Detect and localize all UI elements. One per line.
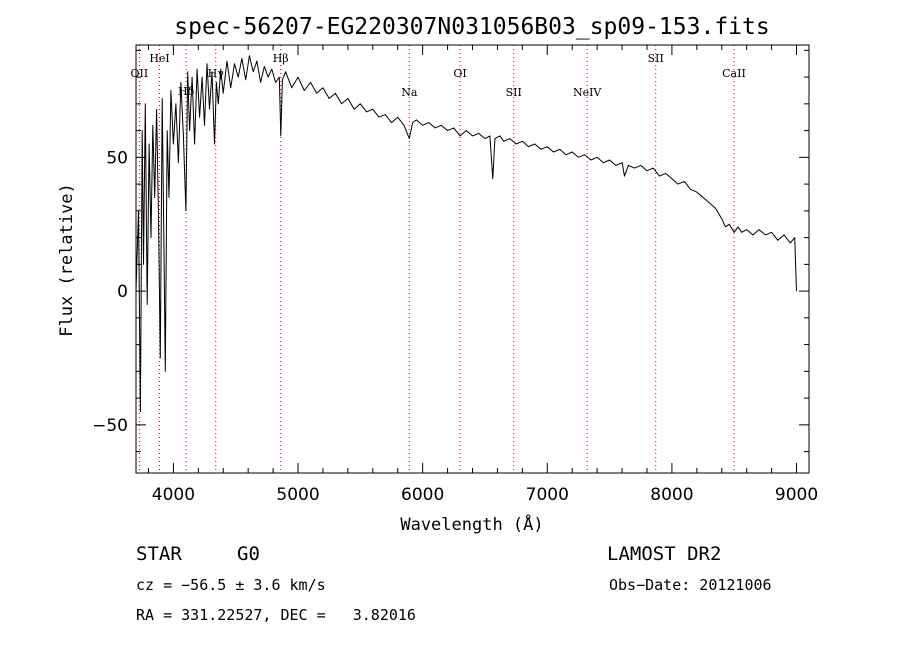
marker-label-1: HeI: [149, 52, 169, 65]
marker-label-5: Na: [401, 86, 418, 99]
marker-label-7: SII: [506, 86, 522, 99]
spectrum-line: [135, 55, 797, 412]
observation-date: Obs−Date: 20121006: [609, 576, 772, 594]
x-tick-label: 7000: [526, 485, 569, 505]
y-tick-label: −50: [92, 416, 128, 436]
marker-label-0: OII: [131, 67, 149, 80]
marker-label-10: CaII: [722, 67, 746, 80]
x-tick-label: 6000: [401, 485, 444, 505]
survey-name: LAMOST DR2: [607, 543, 721, 565]
y-tick-label: 50: [106, 148, 128, 168]
marker-label-8: NeIV: [573, 86, 602, 99]
coordinates: RA = 331.22527, DEC = 3.82016: [136, 606, 416, 624]
marker-label-4: Hβ: [273, 52, 289, 65]
marker-label-6: OI: [453, 67, 466, 80]
x-tick-label: 8000: [650, 485, 693, 505]
redshift-cz: cz = −56.5 ± 3.6 km/s: [136, 576, 326, 594]
plot-frame: [135, 44, 810, 474]
x-tick-label: 4000: [152, 485, 195, 505]
marker-label-2: Hδ: [178, 85, 195, 98]
x-tick-label: 5000: [276, 485, 319, 505]
object-subclass: G0: [237, 543, 260, 565]
marker-label-9: SII: [648, 52, 664, 65]
y-axis-label: Flux (relative): [57, 183, 77, 337]
x-tick-label: 9000: [775, 485, 818, 505]
y-tick-label: 0: [117, 282, 128, 302]
x-axis: 4000 5000 6000 7000 8000 9000: [147, 45, 818, 505]
spectrum-series: [135, 55, 797, 412]
object-class: STAR: [136, 543, 182, 565]
x-axis-label: Wavelength (Å): [400, 513, 543, 535]
chart-title: spec-56207-EG220307N031056B03_sp09-153.f…: [174, 14, 769, 40]
y-axis: −50 0 50: [92, 49, 809, 453]
